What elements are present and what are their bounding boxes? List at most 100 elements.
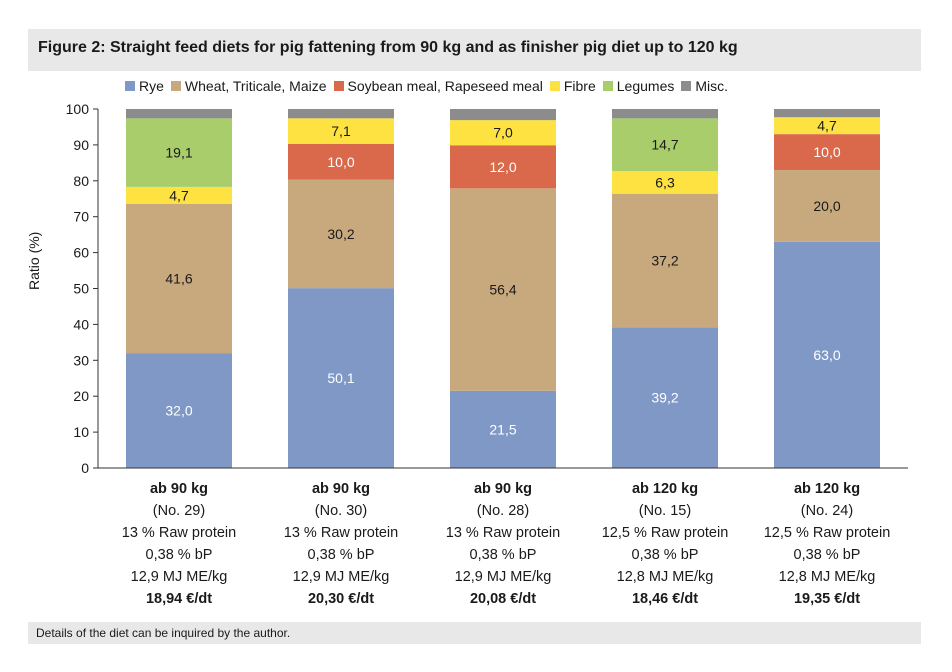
bar-segment [126, 203, 232, 354]
category-line: 12,9 MJ ME/kg [292, 569, 390, 585]
data-label: 10,0 [813, 144, 840, 160]
y-tick-label: 80 [73, 173, 89, 189]
category-line: 0,38 % bP [631, 547, 699, 563]
bar-segment [612, 118, 718, 172]
category-line: 20,30 €/dt [307, 591, 375, 607]
data-label: 6,3 [655, 174, 675, 190]
category-line: ab 120 kg [631, 481, 699, 497]
y-tick-label: 100 [66, 101, 90, 117]
category-line: 18,46 €/dt [631, 591, 699, 607]
legend-label: Wheat, Triticale, Maize [184, 78, 327, 94]
bar-segment [288, 118, 394, 144]
y-tick-label: 10 [73, 424, 89, 440]
bar-segment [450, 109, 556, 121]
y-tick-label: 90 [73, 137, 89, 153]
data-label: 4,7 [169, 187, 189, 203]
legend: Rye Wheat, Triticale, Maize Soybean meal, … [125, 78, 735, 94]
bar-segment [774, 241, 880, 468]
category-line: 13 % Raw protein [445, 525, 561, 541]
data-label: 50,1 [327, 370, 354, 386]
chart-title: Figure 2: Straight feed diets for pig fa… [38, 39, 738, 56]
x-category-label: ab 120 kg (No. 24) 12,5 % Raw protein 0,38 … [742, 478, 912, 610]
category-line: 12,8 MJ ME/kg [778, 569, 876, 585]
category-line: 12,5 % Raw protein [601, 525, 729, 541]
bar-segment [450, 390, 556, 468]
bar-segment [450, 188, 556, 391]
category-line: 12,9 MJ ME/kg [130, 569, 228, 585]
data-label: 19,1 [165, 145, 192, 161]
x-category-label: ab 120 kg (No. 15) 12,5 % Raw protein 0,38 … [580, 478, 750, 610]
bar-segment [288, 179, 394, 289]
category-line: 18,94 €/dt [145, 591, 213, 607]
category-line: (No. 24) [800, 503, 854, 519]
legend-label: Fibre [563, 78, 596, 94]
data-label: 20,0 [813, 198, 840, 214]
data-label: 41,6 [165, 270, 192, 286]
legend-swatch [170, 81, 181, 91]
y-tick-label: 40 [73, 316, 89, 332]
y-tick-label: 60 [73, 245, 89, 261]
category-line: 13 % Raw protein [121, 525, 237, 541]
y-tick-label: 70 [73, 209, 89, 225]
data-label: 32,0 [165, 403, 192, 419]
bar-segment [774, 109, 880, 118]
category-line: 0,38 % bP [793, 547, 861, 563]
legend-label: Legumes [616, 78, 675, 94]
legend-label: Rye [139, 78, 164, 94]
bar-segment [126, 353, 232, 468]
x-category-label: ab 90 kg (No. 28) 13 % Raw protein 0,38 % b… [418, 478, 588, 610]
x-category-label: ab 90 kg (No. 30) 13 % Raw protein 0,38 % b… [256, 478, 426, 610]
data-label: 37,2 [651, 252, 678, 268]
legend-item: Misc. [681, 78, 728, 94]
data-label: 39,2 [651, 390, 678, 406]
bar-segment [612, 327, 718, 468]
y-tick-label: 30 [73, 352, 89, 368]
data-label: 63,0 [813, 347, 840, 363]
legend-label: Misc. [695, 78, 729, 94]
data-label: 30,2 [327, 226, 354, 242]
bar-segment [450, 145, 556, 189]
category-line: ab 120 kg [793, 481, 861, 497]
y-tick-label: 0 [81, 460, 89, 476]
bar-segment [612, 193, 718, 328]
legend-swatch [681, 81, 692, 91]
bar-segment [774, 170, 880, 242]
category-line: (No. 29) [152, 503, 206, 519]
legend-item: Soybean meal, Rapeseed meal [333, 78, 543, 94]
data-label: 4,7 [817, 118, 837, 134]
data-label: 12,0 [489, 159, 516, 175]
bar-segment [288, 288, 394, 468]
category-line: 0,38 % bP [145, 547, 213, 563]
category-line: 20,08 €/dt [469, 591, 537, 607]
data-label: 14,7 [651, 137, 678, 153]
bar-segment [774, 134, 880, 171]
y-axis-label: Ratio (%) [26, 231, 42, 290]
legend-label: Soybean meal, Rapeseed meal [347, 78, 543, 94]
legend-item: Rye [125, 78, 164, 94]
title-band: Figure 2: Straight feed diets for pig fa… [28, 29, 921, 71]
legend-swatch [602, 81, 613, 91]
category-line: 13 % Raw protein [283, 525, 399, 541]
legend-item: Fibre [549, 78, 596, 94]
bar-segment [126, 109, 232, 119]
data-label: 10,0 [327, 154, 354, 170]
data-label: 7,1 [331, 123, 351, 139]
category-line: 0,38 % bP [307, 547, 375, 563]
y-tick-label: 20 [73, 388, 89, 404]
bar-segment [126, 118, 232, 187]
legend-swatch [125, 81, 135, 91]
category-line: 0,38 % bP [469, 547, 537, 563]
data-label: 56,4 [489, 282, 516, 298]
bar-segment [774, 117, 880, 135]
data-label: 21,5 [489, 421, 516, 437]
bar-segment [288, 143, 394, 180]
legend-swatch [333, 81, 344, 91]
category-line: 12,9 MJ ME/kg [454, 569, 552, 585]
category-line: ab 90 kg [473, 481, 533, 497]
bar-segment [450, 120, 556, 146]
legend-item: Wheat, Triticale, Maize [170, 78, 327, 94]
category-line: ab 90 kg [311, 481, 371, 497]
y-tick-label: 50 [73, 281, 89, 297]
legend-item: Legumes [602, 78, 675, 94]
